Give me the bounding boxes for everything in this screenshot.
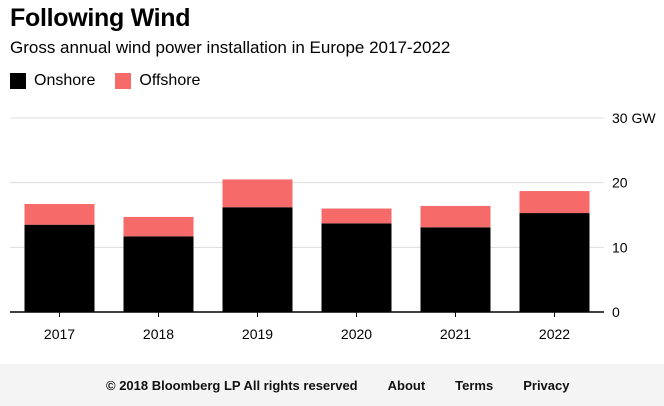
bar-offshore-2018 [123, 216, 194, 237]
legend-label-onshore: Onshore [34, 72, 96, 89]
bar-offshore-2020 [321, 208, 392, 224]
bar-offshore-2019 [222, 179, 293, 208]
legend-label-offshore: Offshore [139, 72, 201, 89]
legend: Onshore Offshore [10, 72, 220, 90]
legend-item-onshore: Onshore [10, 72, 95, 90]
legend-swatch-offshore [115, 73, 132, 89]
bar-offshore-2022 [519, 191, 590, 214]
legend-item-offshore: Offshore [115, 72, 200, 90]
bar-onshore-2021 [420, 227, 491, 312]
x-tick-label: 2022 [539, 326, 570, 342]
legend-swatch-onshore [10, 73, 26, 89]
bar-offshore-2017 [24, 204, 95, 225]
about-link[interactable]: About [387, 377, 426, 393]
copyright-text: © 2018 Bloomberg LP All rights reserved [106, 377, 358, 393]
y-tick-label: 0 [612, 304, 620, 320]
y-tick-label: 20 [612, 175, 628, 191]
terms-link[interactable]: Terms [455, 377, 494, 393]
privacy-link[interactable]: Privacy [523, 377, 570, 393]
x-tick-label: 2021 [440, 326, 471, 342]
x-tick-label: 2020 [341, 326, 372, 342]
footer: © 2018 Bloomberg LP All rights reserved … [0, 364, 664, 406]
bar-onshore-2019 [222, 207, 293, 312]
x-tick-label: 2019 [242, 326, 273, 342]
bar-offshore-2021 [420, 205, 491, 228]
bar-onshore-2020 [321, 223, 392, 312]
bar-onshore-2018 [123, 236, 194, 312]
bar-onshore-2017 [24, 224, 95, 312]
chart-title: Following Wind [10, 4, 191, 32]
bar-chart: 0 10 20 30 GW 2017 2018 2019 2020 2021 2022 [10, 110, 656, 342]
bar-onshore-2022 [519, 213, 590, 312]
y-tick-label: 30 GW [612, 110, 656, 126]
chart-subtitle: Gross annual wind power installation in … [10, 38, 451, 57]
x-tick-label: 2018 [143, 326, 174, 342]
y-tick-label: 10 [612, 239, 628, 255]
x-tick-label: 2017 [44, 326, 75, 342]
